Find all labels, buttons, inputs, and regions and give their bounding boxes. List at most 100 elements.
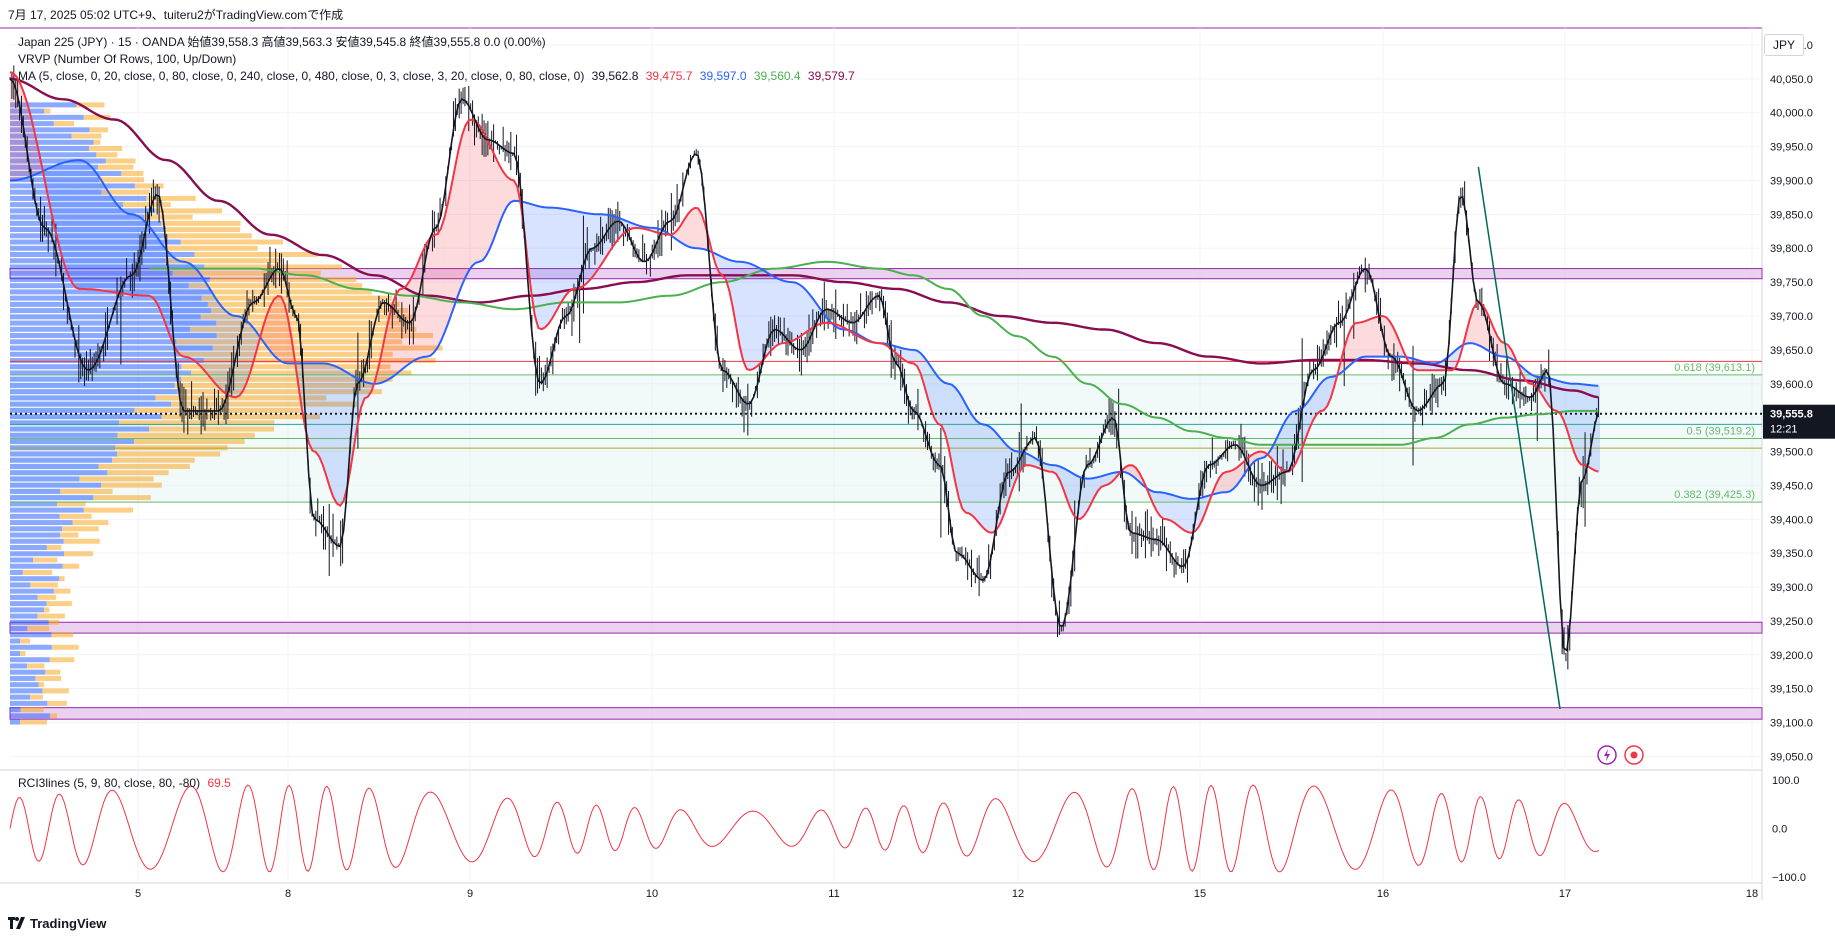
ma5-line <box>9 78 1600 653</box>
indicator-legend: Japan 225 (JPY) · 15 · OANDA 始値39,558.3 … <box>18 34 855 85</box>
vrvp-bar-up <box>10 657 50 663</box>
ma-line[interactable]: MA (5, close, 0, 20, close, 0, 80, close… <box>18 68 855 85</box>
cloud-down <box>1187 498 1192 533</box>
symbol-line[interactable]: Japan 225 (JPY) · 15 · OANDA 始値39,558.3 … <box>18 35 546 49</box>
vrvp-bar-up <box>10 619 49 625</box>
cloud-down <box>327 363 332 493</box>
vrvp-bar-down <box>62 563 80 569</box>
cloud-up <box>1387 318 1392 357</box>
cloud-down <box>718 255 723 276</box>
vrvp-bar-up <box>10 588 54 594</box>
vrvp-bar-down <box>161 414 320 420</box>
vrvp-bar-down <box>134 183 164 189</box>
cloud-up <box>1226 471 1231 493</box>
vrvp-bar-up <box>10 663 27 669</box>
cloud-down <box>1174 495 1179 527</box>
vrvp-bar-down <box>46 601 72 607</box>
vrvp-bar-down <box>174 382 373 388</box>
vrvp-bar-up <box>10 376 182 382</box>
cloud-down <box>752 264 758 370</box>
vrvp-bar-up <box>10 700 48 706</box>
vrvp-bar-up <box>10 258 166 264</box>
vrvp-bar-down <box>119 420 275 426</box>
cloud-down <box>322 363 328 479</box>
y-tick-label: 39,700.0 <box>1770 311 1813 323</box>
vrvp-line[interactable]: VRVP (Number Of Rows, 100, Up/Down) <box>18 52 237 66</box>
vrvp-bar-down <box>71 133 102 139</box>
y-tick-label: 39,450.0 <box>1770 480 1813 492</box>
rci-legend[interactable]: RCI3lines (5, 9, 80, close, 80, -80) 69.… <box>18 776 231 790</box>
vrvp-bar-up <box>10 501 58 507</box>
cloud-down <box>1096 476 1101 494</box>
cloud-down <box>344 370 349 499</box>
cloud-down <box>62 161 67 271</box>
rci-tick-label: −100.0 <box>1772 872 1806 884</box>
vrvp-bar-up <box>10 357 204 363</box>
y-tick-label: 39,650.0 <box>1770 345 1813 357</box>
price-zone <box>9 707 1763 720</box>
vrvp-bar-up <box>10 613 38 619</box>
vrvp-bar-down <box>22 569 53 575</box>
cloud-down <box>162 244 167 327</box>
cloud-down <box>179 260 184 357</box>
rci-tick-label: 0.0 <box>1772 824 1787 836</box>
vrvp-bar-down <box>76 102 105 108</box>
vrvp-bar-up <box>10 127 90 133</box>
vrvp-bar-down <box>47 700 67 706</box>
cloud-up <box>487 140 493 253</box>
y-tick-label: 39,800.0 <box>1770 243 1813 255</box>
vrvp-bar-up <box>10 463 99 469</box>
price-axis[interactable]: 40,100.040,050.040,000.039,950.039,900.0… <box>1770 40 1813 764</box>
cloud-down <box>544 207 549 328</box>
y-tick-label: 39,900.0 <box>1770 175 1813 187</box>
tradingview-logo-icon <box>8 917 25 929</box>
cloud-down <box>922 354 927 394</box>
cloud-down <box>566 209 571 295</box>
vrvp-bar-down <box>57 501 86 507</box>
cloud-down <box>188 262 193 360</box>
vrvp-bar-down <box>37 594 57 600</box>
cloud-down <box>175 258 180 355</box>
y-tick-label: 39,200.0 <box>1770 650 1813 662</box>
cloud-down <box>209 288 215 383</box>
cloud-down <box>244 319 249 388</box>
vrvp-bar-down <box>211 289 372 295</box>
rci-line <box>9 784 1600 873</box>
vrvp-bar-down <box>211 308 409 314</box>
cloud-up <box>1343 335 1349 371</box>
vrvp-bar-up <box>10 407 135 413</box>
cloud-up <box>18 80 24 180</box>
y-tick-label: 39,750.0 <box>1770 277 1813 289</box>
cloud-up <box>453 155 458 310</box>
cloud-up <box>1395 332 1401 357</box>
vrvp-bar-up <box>10 114 84 120</box>
cloud-down <box>127 213 132 295</box>
vrvp-bar-up <box>10 183 135 189</box>
vrvp-bar-down <box>46 545 62 551</box>
cloud-up <box>457 136 462 297</box>
vrvp-bar-down <box>117 451 221 457</box>
fib-label: 0.618 (39,613.1) <box>1674 362 1755 374</box>
cloud-up <box>496 159 501 232</box>
ma5-value: 39,562.8 <box>591 69 639 83</box>
cloud-down <box>75 160 80 289</box>
cloud-up <box>1217 474 1223 494</box>
vrvp-bar-down <box>72 520 109 526</box>
vrvp-bar-up <box>10 208 156 214</box>
time-axis[interactable]: 5 8 9 10 11 12 15 16 17 18 <box>135 888 1758 900</box>
vrvp-bar-down <box>20 707 44 713</box>
vrvp-bar-up <box>10 195 147 201</box>
cloud-up <box>483 132 488 260</box>
vrvp-bar-up <box>10 345 213 351</box>
vrvp-bar-down <box>155 208 223 214</box>
ma480-line <box>9 77 1599 399</box>
rci-pane: 100.0 0.0 −100.0 <box>9 775 1806 884</box>
y-tick-label: 40,000.0 <box>1770 108 1813 120</box>
vrvp-bar-up <box>10 682 39 688</box>
cloud-down <box>157 238 163 315</box>
vrvp-bar-up <box>10 719 20 725</box>
currency-button[interactable]: JPY <box>1764 34 1805 56</box>
cloud-down <box>140 217 145 296</box>
cloud-up <box>1469 306 1475 344</box>
